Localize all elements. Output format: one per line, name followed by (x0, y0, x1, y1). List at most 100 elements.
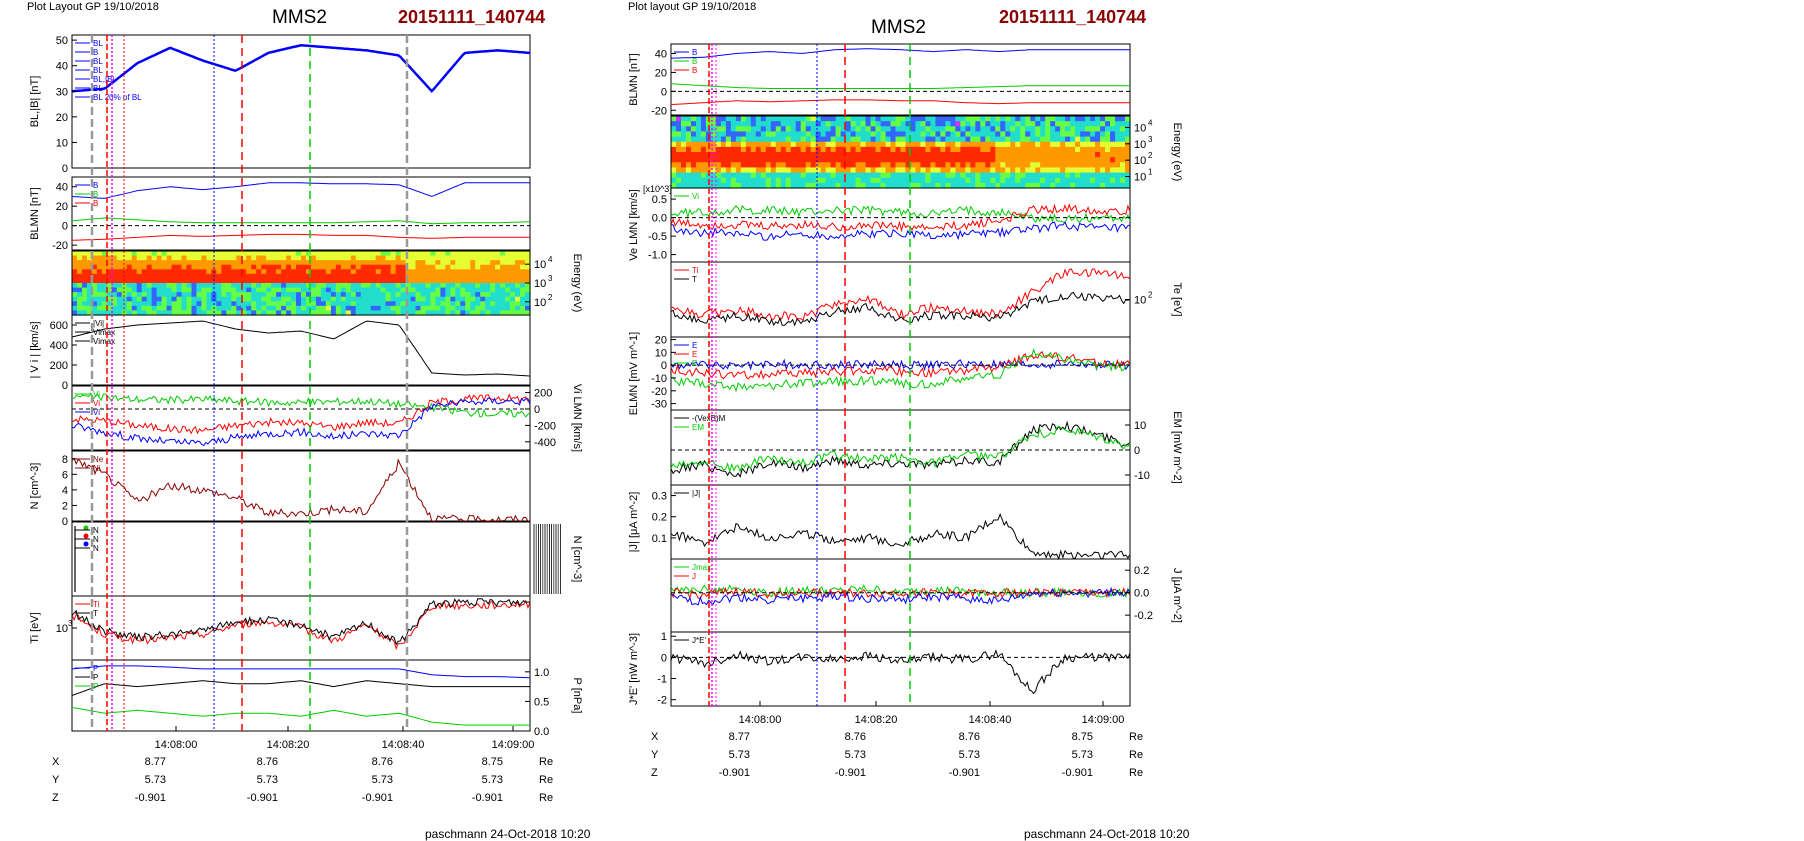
spectrogram-cell (425, 287, 432, 293)
spectrogram-cell (86, 283, 93, 289)
spectrogram-cell (720, 157, 727, 163)
spectrogram-cell (81, 264, 88, 270)
spectrogram-cell (136, 269, 143, 275)
spectrogram-cell (900, 152, 907, 158)
spectrogram-cell (805, 126, 812, 133)
spectrogram-cell (380, 305, 387, 312)
spectrogram-cell (460, 305, 466, 312)
spectrogram-cell (1015, 172, 1021, 179)
spectrogram-cell (380, 292, 387, 298)
spectrogram-cell (106, 264, 113, 270)
spectrogram-cell (820, 121, 827, 127)
spectrogram-cell (855, 126, 862, 133)
spectrogram-cell (950, 167, 956, 174)
spectrogram-cell (445, 260, 451, 266)
spectrogram-cell (375, 292, 382, 298)
spectrogram-cell (765, 121, 772, 127)
spectrogram-cell (890, 121, 897, 127)
spectrogram-cell (251, 273, 257, 280)
spectrogram-cell (116, 301, 123, 307)
spectrogram-cell (485, 260, 491, 266)
spectrogram-cell (1115, 126, 1121, 133)
spectrogram-cell (500, 260, 506, 266)
spectrogram-cell (980, 136, 986, 143)
spectrogram-cell (181, 292, 188, 298)
spectrogram-cell (400, 269, 407, 275)
y-tick-label: 400 (50, 340, 68, 352)
spectrogram-cell (350, 310, 357, 316)
series-line-black (670, 291, 1131, 327)
spectrogram-cell (975, 177, 981, 184)
legend-entry: B (692, 57, 697, 66)
spectrogram-cell (106, 292, 113, 298)
spectrogram-cell (500, 269, 506, 275)
spectrogram-cell (845, 126, 852, 133)
spectrogram-cell (360, 255, 367, 261)
spectrogram-cell (980, 162, 986, 169)
spectrogram-cell (1005, 131, 1011, 138)
spectrogram-cell (151, 301, 158, 307)
spectrogram-cell (525, 305, 531, 312)
spectrogram-cell (241, 305, 247, 312)
spectrogram-cell (305, 255, 312, 261)
spectrogram-cell (261, 251, 267, 257)
series-line-red (670, 203, 1131, 233)
spectrogram-cell (1125, 121, 1131, 127)
spectrogram-cell (505, 260, 511, 266)
spectrogram-cell (191, 251, 198, 257)
spectrogram-cell (700, 131, 707, 138)
spectrogram-cell (765, 167, 772, 174)
spectrogram-cell (241, 255, 247, 261)
y-axis-label: BL,|B| [nT] (29, 76, 41, 128)
spectrogram-cell (975, 167, 981, 174)
spectrogram-cell (1015, 146, 1021, 153)
spectrogram-cell (221, 292, 227, 298)
spectrogram-cell (121, 260, 128, 266)
spectrogram-cell (106, 278, 113, 284)
spectrogram-cell (350, 301, 357, 307)
spectrogram-cell (101, 264, 108, 270)
spectrogram-cell (370, 305, 377, 312)
position-row-label: Y (651, 749, 659, 761)
spectrogram-cell (291, 283, 297, 289)
spectrogram-cell (720, 116, 727, 122)
spectrogram-cell (435, 264, 441, 270)
spectrogram-cell (1110, 116, 1116, 122)
position-value: 5.73 (482, 774, 503, 786)
spectrogram-cell (1030, 131, 1036, 138)
spectrogram-cell (830, 157, 837, 163)
spectrogram-cell (435, 273, 441, 280)
legend-entry: Ni (93, 464, 101, 473)
spectrogram-cell (126, 255, 133, 261)
spectrogram-cell (785, 141, 792, 148)
spectrogram-cell (91, 251, 98, 257)
spectrogram-cell (885, 157, 892, 163)
spectrogram-cell (790, 157, 797, 163)
spectrogram-cell (1065, 131, 1071, 138)
spectrogram-cell (76, 251, 83, 257)
spectrogram-cell (671, 182, 677, 189)
spectrogram-cell (1100, 141, 1106, 148)
spectrogram-cell (276, 301, 282, 307)
spectrogram-cell (390, 255, 397, 261)
spectrogram-cell (730, 116, 737, 122)
spectrogram-cell (1040, 121, 1046, 127)
spectrogram-cell (510, 292, 516, 298)
y-tick-label: 10 (1134, 122, 1146, 134)
spectrogram-cell (271, 278, 277, 284)
spectrogram-cell (370, 292, 377, 298)
spectrogram-cell (875, 167, 882, 174)
spectrogram-cell (440, 278, 446, 284)
spectrogram-cell (1060, 121, 1066, 127)
spectrogram-cell (116, 287, 123, 293)
spectrogram-cell (325, 273, 332, 280)
spectrogram-cell (985, 121, 991, 127)
spectrogram-cell (480, 301, 486, 307)
spectrogram-cell (520, 296, 526, 302)
spectrogram-cell (990, 157, 996, 163)
spectrogram-cell (1040, 136, 1046, 143)
spectrogram-cell (745, 146, 752, 153)
spectrogram-cell (1000, 182, 1006, 189)
spectrogram-cell (395, 273, 402, 280)
spectrogram-cell (1035, 136, 1041, 143)
